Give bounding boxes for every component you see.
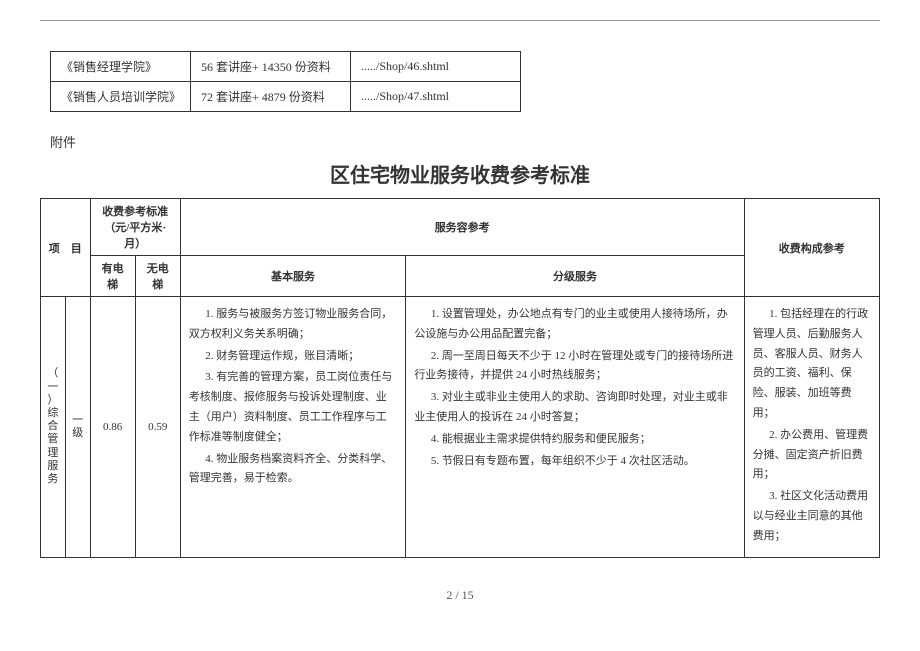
list-item: 2. 办公费用、管理费分摊、固定资产折旧费用； <box>753 426 871 485</box>
category-cell: （一）综合管理服务 <box>41 297 66 558</box>
basic-service-cell: 1. 服务与被服务方签订物业服务合同，双方权利义务关系明确；2. 财务管理运作规… <box>180 297 406 558</box>
list-item: 3. 对业主或非业主使用人的求助、咨询即时处理，对业主或非业主使用人的投诉在 2… <box>414 388 735 428</box>
hdr-basic: 基本服务 <box>180 256 406 297</box>
list-item: 4. 能根据业主需求提供特约服务和便民服务； <box>414 430 735 450</box>
top-link-table: 《销售经理学院》 56 套讲座+ 14350 份资料 ...../Shop/46… <box>50 51 521 112</box>
hdr-fee-std: 收费参考标准（元/平方米·月） <box>90 199 180 256</box>
list-item: 3. 社区文化活动费用以与经业主同意的其他费用； <box>753 487 871 546</box>
hdr-with-elev: 有电梯 <box>90 256 135 297</box>
hdr-service-ref: 服务容参考 <box>180 199 744 256</box>
main-table-head: 项 目 收费参考标准（元/平方米·月） 服务容参考 收费构成参考 有电梯 无电梯… <box>41 199 880 297</box>
cost-list: 1. 包括经理在的行政管理人员、后勤服务人员、客服人员、财务人员的工资、福利、保… <box>753 305 871 547</box>
top-rule <box>40 20 880 21</box>
graded-service-cell: 1. 设置管理处，办公地点有专门的业主或使用人接待场所，办公设施与办公用品配置完… <box>406 297 744 558</box>
hdr-graded: 分级服务 <box>406 256 744 297</box>
hdr-cost-ref: 收费构成参考 <box>744 199 879 297</box>
main-title: 区住宅物业服务收费参考标准 <box>40 159 880 188</box>
category-label: （一）综合管理服务 <box>43 367 63 486</box>
cell-name: 《销售经理学院》 <box>51 52 191 82</box>
cell-content: 72 套讲座+ 4879 份资料 <box>191 82 351 112</box>
list-item: 2. 财务管理运作规，账目清晰； <box>189 347 398 367</box>
cell-name: 《销售人员培训学院》 <box>51 82 191 112</box>
list-item: 3. 有完善的管理方案，员工岗位责任与考核制度、报修服务与投诉处理制度、业主（用… <box>189 368 398 447</box>
cell-link: ...../Shop/46.shtml <box>351 52 521 82</box>
cell-content: 56 套讲座+ 14350 份资料 <box>191 52 351 82</box>
list-item: 1. 包括经理在的行政管理人员、后勤服务人员、客服人员、财务人员的工资、福利、保… <box>753 305 871 424</box>
price-with-elev: 0.86 <box>90 297 135 558</box>
level-label: 一级 <box>68 414 88 440</box>
list-item: 1. 设置管理处，办公地点有专门的业主或使用人接待场所，办公设施与办公用品配置完… <box>414 305 735 345</box>
main-table-body: （一）综合管理服务 一级 0.86 0.59 1. 服务与被服务方签订物业服务合… <box>41 297 880 558</box>
price-no-elev: 0.59 <box>135 297 180 558</box>
table-row: 《销售人员培训学院》 72 套讲座+ 4879 份资料 ...../Shop/4… <box>51 82 521 112</box>
cell-link: ...../Shop/47.shtml <box>351 82 521 112</box>
cost-cell: 1. 包括经理在的行政管理人员、后勤服务人员、客服人员、财务人员的工资、福利、保… <box>744 297 879 558</box>
header-row-1: 项 目 收费参考标准（元/平方米·月） 服务容参考 收费构成参考 <box>41 199 880 256</box>
list-item: 2. 周一至周日每天不少于 12 小时在管理处或专门的接待场所进行业务接待，并提… <box>414 347 735 387</box>
hdr-project: 项 目 <box>41 199 91 297</box>
basic-service-list: 1. 服务与被服务方签订物业服务合同，双方权利义务关系明确；2. 财务管理运作规… <box>189 305 398 489</box>
list-item: 1. 服务与被服务方签订物业服务合同，双方权利义务关系明确； <box>189 305 398 345</box>
data-row: （一）综合管理服务 一级 0.86 0.59 1. 服务与被服务方签订物业服务合… <box>41 297 880 558</box>
graded-service-list: 1. 设置管理处，办公地点有专门的业主或使用人接待场所，办公设施与办公用品配置完… <box>414 305 735 471</box>
main-standards-table: 项 目 收费参考标准（元/平方米·月） 服务容参考 收费构成参考 有电梯 无电梯… <box>40 198 880 558</box>
top-table-body: 《销售经理学院》 56 套讲座+ 14350 份资料 ...../Shop/46… <box>51 52 521 112</box>
level-cell: 一级 <box>65 297 90 558</box>
attachment-label: 附件 <box>50 132 880 151</box>
table-row: 《销售经理学院》 56 套讲座+ 14350 份资料 ...../Shop/46… <box>51 52 521 82</box>
list-item: 4. 物业服务档案资料齐全、分类科学、管理完善，易于检索。 <box>189 450 398 490</box>
page-number: 2 / 15 <box>40 588 880 603</box>
hdr-no-elev: 无电梯 <box>135 256 180 297</box>
list-item: 5. 节假日有专题布置，每年组织不少于 4 次社区活动。 <box>414 452 735 472</box>
